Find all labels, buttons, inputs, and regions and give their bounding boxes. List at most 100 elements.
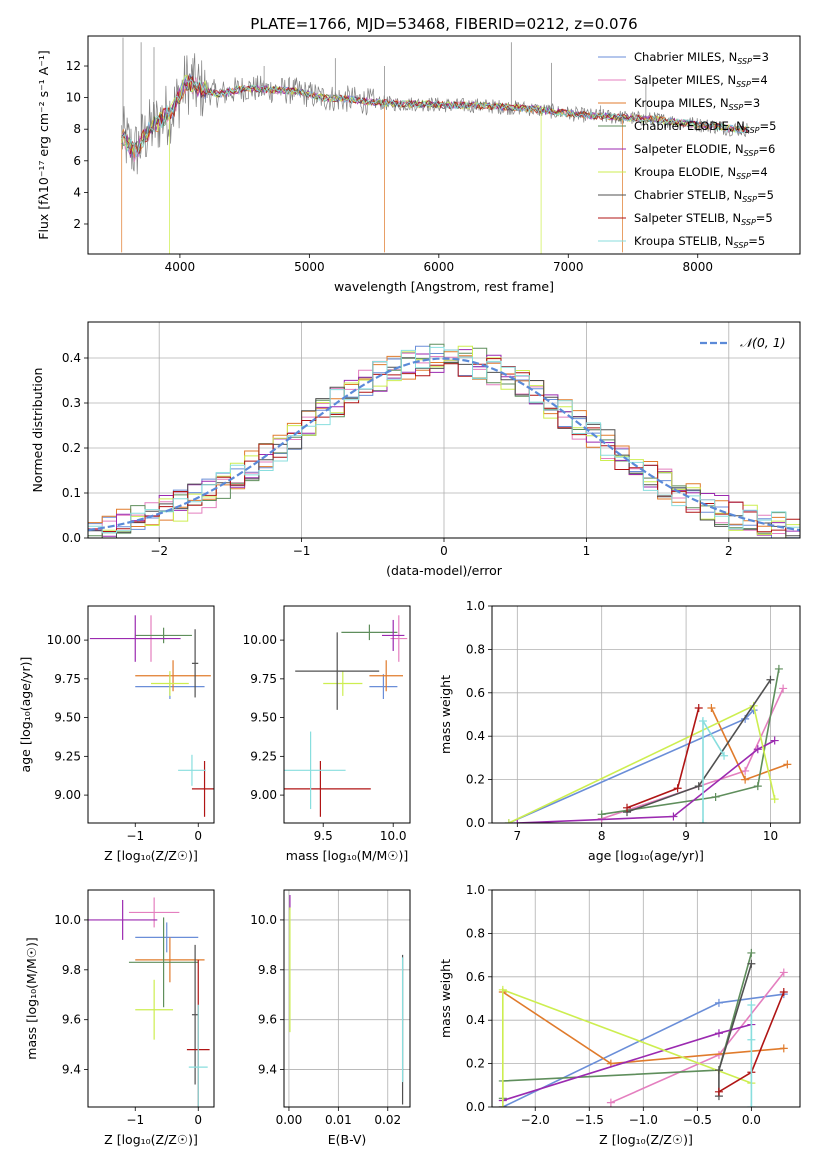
weight-marker-salpeter-stelib: [623, 803, 632, 812]
weight-marker-kroupa-elodie: [504, 819, 513, 823]
histogram-lines: [88, 343, 800, 538]
weight-line-salpeter-miles: [601, 688, 784, 820]
y-tick-label: 9.50: [54, 711, 81, 725]
y-tick-label: 9.6: [62, 1013, 81, 1027]
x-tick-label: 7: [513, 829, 521, 843]
x-axis-label: Z [log₁₀(Z/Z☉)]: [104, 848, 198, 863]
y-tick-label: 8: [73, 122, 81, 136]
weight-marker-chabrier-elodie: [597, 810, 606, 819]
y-tick-label: 0.2: [466, 1057, 485, 1071]
y-axis-label: mass weight: [438, 675, 453, 754]
y-tick-label: 0.0: [466, 816, 485, 830]
y-axis-label: Normed distribution: [30, 368, 45, 493]
weight-marker-kroupa-elodie: [770, 795, 779, 804]
panel-spectrum: 4000 5000 6000 7000 8000 2 4 6 8 10 12 wavelength […: [36, 35, 801, 294]
legend-label-kroupa-elodie: Kroupa ELODIE, NSSP=4: [634, 165, 768, 181]
weight-marker-salpeter-elodie: [753, 745, 762, 754]
panel-age-vs-mass: 9.5 10.0 9.00 9.25 9.50 9.75 10.00 mass [log₁₀(…: [243, 605, 411, 863]
panel-age-vs-Z: −1 0 9.00 9.25 9.50 9.75 10.00 Z [log₁₀(Z/Z☉)] a…: [18, 605, 215, 863]
weight-marker-kroupa-miles: [783, 760, 792, 769]
weight-line-salpeter-stelib: [626, 707, 700, 809]
y-tick-label: 10.0: [54, 913, 81, 927]
y-tick-label: 0.4: [466, 1013, 485, 1027]
x-tick-label: 10: [763, 829, 778, 843]
weight-marker-chabrier-stelib: [694, 782, 703, 791]
y-tick-label: 9.00: [250, 788, 277, 802]
y-tick-label: 6: [73, 154, 81, 168]
weight-marker-kroupa-elodie: [498, 985, 507, 994]
weight-marker-chabrier-miles: [714, 998, 723, 1007]
x-tick-label: 8000: [682, 260, 713, 274]
x-tick-label: 0.00: [276, 1113, 303, 1127]
y-axis-label: mass [log₁₀(M/M☉)]: [24, 937, 39, 1059]
errorbars: [289, 894, 404, 1105]
histogram-kroupa-stelib: [88, 346, 800, 534]
panel-mass-vs-EBV: 0.00 0.01 0.02 9.4 9.6 9.8 10.0 E(B-V): [250, 889, 411, 1147]
weight-marker-salpeter-elodie: [770, 736, 779, 745]
weight-marker-kroupa-stelib: [747, 1103, 756, 1107]
y-tick-label: 2: [73, 217, 81, 231]
x-tick-label: 10.0: [380, 829, 407, 843]
y-tick-label: 0.0: [466, 1100, 485, 1114]
figure-title: PLATE=1766, MJD=53468, FIBERID=0212, z=0…: [250, 15, 637, 33]
y-tick-label: 0.4: [62, 351, 81, 365]
histogram-chabrier-elodie: [88, 343, 800, 538]
y-tick-label: 0.6: [466, 686, 485, 700]
plot-frame: [87, 605, 215, 824]
plot-frame: [283, 605, 411, 824]
y-tick-label: 9.8: [62, 963, 81, 977]
weight-marker-kroupa-stelib: [698, 717, 707, 726]
legend-label-normal: 𝒩(0, 1): [740, 335, 786, 350]
x-axis-label: E(B-V): [328, 1132, 367, 1147]
weight-line-chabrier-elodie: [601, 668, 780, 816]
plot-frame: [87, 321, 801, 539]
y-tick-label: 10.00: [47, 633, 81, 647]
legend-label-kroupa-stelib: Kroupa STELIB, NSSP=5: [634, 234, 765, 250]
y-axis-label: mass weight: [438, 959, 453, 1038]
weight-marker-kroupa-stelib: [747, 1001, 756, 1010]
y-tick-label: 0.1: [62, 486, 81, 500]
y-tick-label: 0.4: [466, 729, 485, 743]
y-tick-label: 0.2: [466, 773, 485, 787]
weight-marker-chabrier-stelib: [714, 1066, 723, 1075]
x-tick-label: 0: [194, 1113, 202, 1127]
weight-marker-salpeter-stelib: [694, 703, 703, 712]
weight-marker-kroupa-miles: [779, 1044, 788, 1053]
y-tick-label: 10.00: [243, 633, 277, 647]
legend-label-salpeter-stelib: Salpeter STELIB, NSSP=5: [634, 211, 773, 227]
x-tick-label: −2.0: [521, 1113, 550, 1127]
weight-lines: [504, 664, 792, 823]
x-tick-label: −0.5: [683, 1113, 712, 1127]
weight-lines: [498, 948, 788, 1107]
normal-curve-line: [88, 357, 800, 532]
errorbars: [284, 615, 408, 817]
y-tick-label: 0.0: [62, 531, 81, 545]
y-axis-label: age [log₁₀(age/yr)]: [18, 657, 33, 773]
legend-label-chabrier-stelib: Chabrier STELIB, NSSP=5: [634, 188, 774, 204]
y-tick-label: 0.6: [466, 970, 485, 984]
x-tick-label: 9: [682, 829, 690, 843]
x-axis-label: mass [log₁₀(M/M☉)]: [286, 848, 408, 863]
legend-label-kroupa-miles: Kroupa MILES, NSSP=3: [634, 96, 760, 112]
x-tick-label: −2: [150, 544, 168, 558]
weight-marker-chabrier-stelib: [747, 959, 756, 968]
y-tick-label: 9.75: [54, 672, 81, 686]
x-tick-label: 5000: [294, 260, 325, 274]
y-tick-label: 9.25: [54, 749, 81, 763]
x-tick-label: −1: [293, 544, 311, 558]
observed-spectrum-line: [121, 37, 750, 175]
weight-marker-salpeter-stelib: [673, 784, 682, 793]
plot-frame: [491, 889, 801, 1108]
model-spectrum-kroupa-stelib: [121, 76, 750, 158]
weight-marker-chabrier-elodie: [774, 664, 783, 673]
y-tick-label: 9.4: [258, 1063, 277, 1077]
x-tick-label: 2: [725, 544, 733, 558]
weight-marker-salpeter-elodie: [714, 1029, 723, 1038]
y-tick-label: 9.6: [258, 1013, 277, 1027]
weight-line-kroupa-miles: [710, 707, 788, 781]
legend-label-chabrier-miles: Chabrier MILES, NSSP=3: [634, 50, 769, 66]
x-tick-label: 8: [598, 829, 606, 843]
panel-weight-vs-age: 7 8 9 10 0.0 0.2 0.4 0.6 0.8 1.0 age [log₁₀(age/yr…: [438, 599, 801, 863]
y-tick-label: 9.50: [250, 711, 277, 725]
